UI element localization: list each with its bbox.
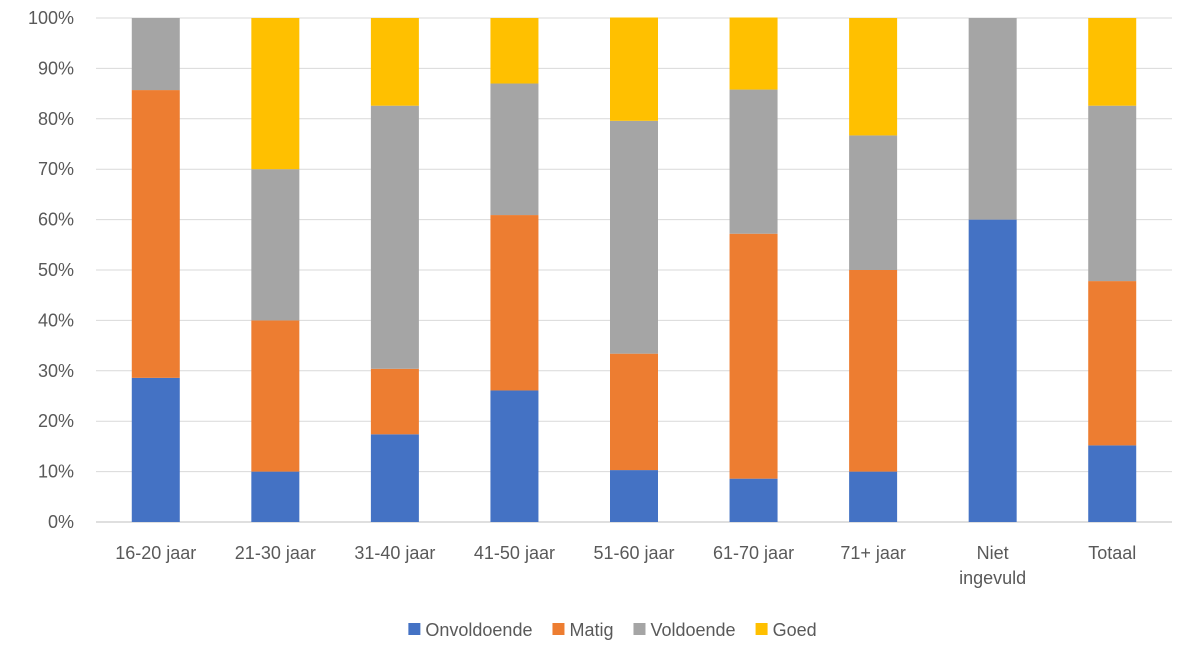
y-tick-label: 60% xyxy=(38,210,74,230)
bar-segment-matig xyxy=(132,90,180,378)
bar-segment-goed xyxy=(849,18,897,135)
y-tick-label: 30% xyxy=(38,361,74,381)
bar-segment-onvoldoende xyxy=(371,434,419,522)
y-tick-label: 90% xyxy=(38,58,74,78)
x-category-label: 61-70 jaar xyxy=(713,543,794,563)
y-tick-label: 20% xyxy=(38,411,74,431)
bar-segment-goed xyxy=(730,17,778,89)
x-category-label: 71+ jaar xyxy=(840,543,906,563)
legend-swatch xyxy=(408,623,420,635)
bar-segment-voldoende xyxy=(132,18,180,90)
bar-segment-matig xyxy=(1088,281,1136,445)
legend-swatch xyxy=(552,623,564,635)
bar-segment-onvoldoende xyxy=(132,378,180,522)
y-tick-label: 10% xyxy=(38,462,74,482)
x-category-label: 21-30 jaar xyxy=(235,543,316,563)
bar-segment-matig xyxy=(849,270,897,472)
legend-item-matig: Matig xyxy=(552,620,613,640)
legend-label: Matig xyxy=(569,620,613,640)
bar-segment-voldoende xyxy=(371,106,419,369)
legend-label: Voldoende xyxy=(650,620,735,640)
bar-segment-onvoldoende xyxy=(849,472,897,522)
bar-segment-voldoende xyxy=(730,90,778,234)
bar-segment-voldoende xyxy=(849,135,897,270)
x-category-label: 31-40 jaar xyxy=(354,543,435,563)
bar-segment-matig xyxy=(610,354,658,470)
bar-segment-goed xyxy=(251,18,299,169)
y-axis-tick-labels: 0% 10% 20% 30% 40% 50% 60% 70% 80% 90% 100% xyxy=(28,8,74,532)
legend-item-voldoende: Voldoende xyxy=(633,620,735,640)
x-category-label: 16-20 jaar xyxy=(115,543,196,563)
bar-segment-matig xyxy=(371,369,419,435)
bar-segment-onvoldoende xyxy=(610,470,658,522)
bar-segment-voldoende xyxy=(610,121,658,354)
bar-segment-goed xyxy=(1088,18,1136,106)
y-tick-label: 70% xyxy=(38,159,74,179)
bar-segment-onvoldoende xyxy=(490,390,538,522)
bar-segment-goed xyxy=(490,18,538,84)
bar-segment-matig xyxy=(490,215,538,390)
bar-segment-goed xyxy=(371,18,419,106)
legend: Onvoldoende Matig Voldoende Goed xyxy=(408,620,816,640)
bar-segment-matig xyxy=(730,234,778,479)
legend-swatch xyxy=(633,623,645,635)
y-tick-label: 80% xyxy=(38,109,74,129)
bar-segment-onvoldoende xyxy=(1088,445,1136,522)
y-tick-label: 0% xyxy=(48,512,74,532)
legend-label: Onvoldoende xyxy=(425,620,532,640)
x-category-label: 41-50 jaar xyxy=(474,543,555,563)
bar-segment-onvoldoende xyxy=(730,479,778,522)
x-category-label: Niet ingevuld xyxy=(959,543,1026,588)
bar-segment-onvoldoende xyxy=(251,472,299,522)
bar-segment-goed xyxy=(610,17,658,120)
bar-segment-onvoldoende xyxy=(969,220,1017,522)
bar-segment-voldoende xyxy=(490,84,538,216)
legend-label: Goed xyxy=(773,620,817,640)
bar-segment-matig xyxy=(251,320,299,471)
y-tick-label: 100% xyxy=(28,8,74,28)
bar-segment-voldoende xyxy=(251,169,299,320)
x-category-label: 51-60 jaar xyxy=(593,543,674,563)
bar-segment-voldoende xyxy=(1088,106,1136,281)
legend-swatch xyxy=(756,623,768,635)
bars xyxy=(132,17,1136,522)
legend-item-onvoldoende: Onvoldoende xyxy=(408,620,532,640)
x-axis-category-labels: 16-20 jaar 21-30 jaar 31-40 jaar 41-50 jaar… xyxy=(115,543,1136,588)
legend-item-goed: Goed xyxy=(756,620,817,640)
y-tick-label: 50% xyxy=(38,260,74,280)
bar-segment-voldoende xyxy=(969,18,1017,220)
x-category-label: Totaal xyxy=(1088,543,1136,563)
y-tick-label: 40% xyxy=(38,310,74,330)
